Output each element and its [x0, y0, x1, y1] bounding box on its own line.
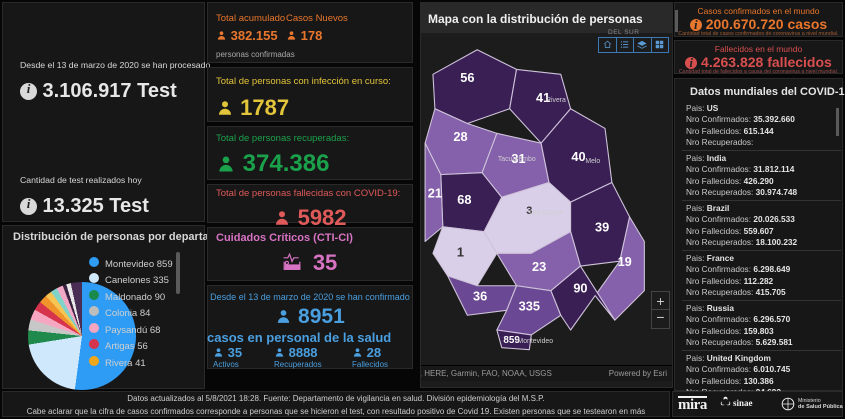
svg-text:335: 335	[519, 298, 540, 313]
svg-text:Tacuarembo: Tacuarembo	[498, 156, 536, 163]
svg-text:URUGUAY: URUGUAY	[529, 210, 563, 217]
svg-text:39: 39	[595, 220, 609, 235]
svg-text:56: 56	[460, 70, 474, 85]
svg-text:68: 68	[457, 192, 471, 207]
svg-text:19: 19	[618, 254, 632, 269]
svg-text:40: 40	[571, 149, 585, 164]
svg-text:Melo: Melo	[585, 158, 600, 165]
svg-text:23: 23	[532, 259, 546, 274]
svg-text:1: 1	[457, 244, 464, 259]
svg-text:90: 90	[573, 281, 587, 296]
svg-text:21: 21	[428, 185, 442, 200]
svg-text:Rivera: Rivera	[546, 97, 566, 104]
svg-text:36: 36	[473, 289, 487, 304]
svg-text:28: 28	[453, 129, 467, 144]
svg-text:Montevideo: Montevideo	[518, 338, 554, 345]
